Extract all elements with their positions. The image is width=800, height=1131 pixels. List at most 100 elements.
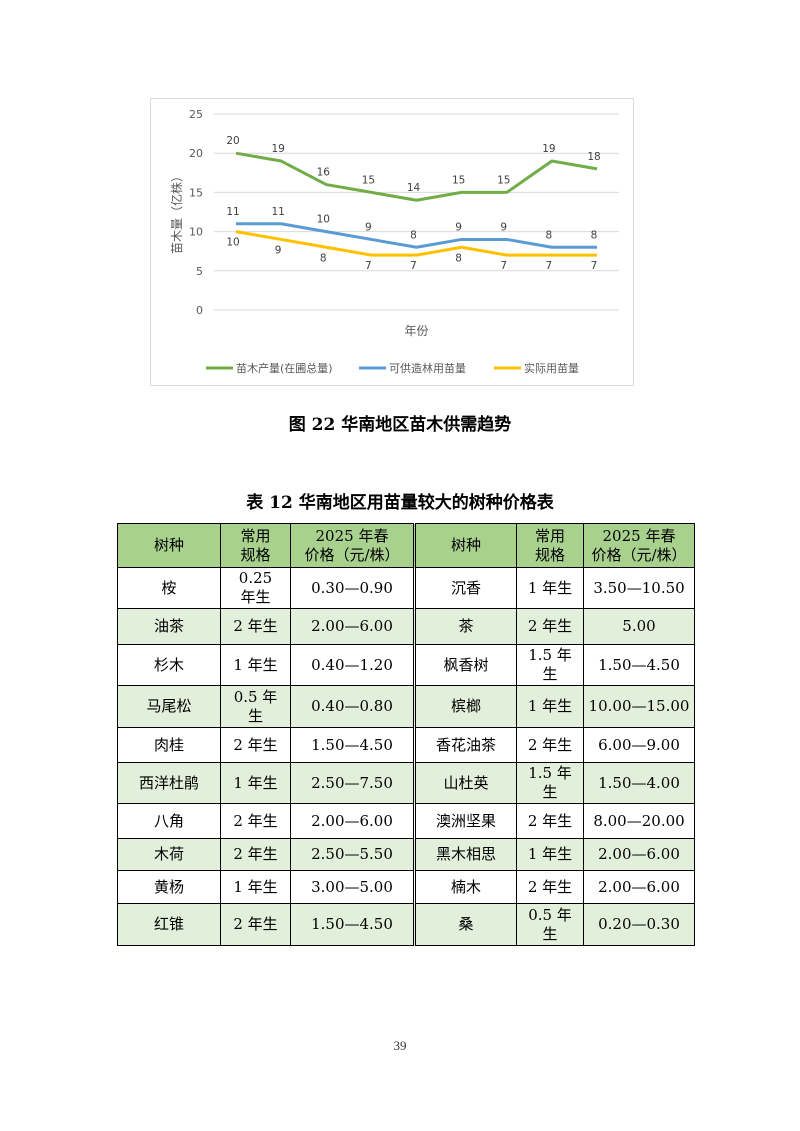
legend-label: 实际用苗量 bbox=[524, 361, 579, 375]
y-tick-label: 5 bbox=[196, 265, 203, 278]
table-cell: 10.00—15.00 bbox=[583, 685, 695, 728]
table-row: 杉木 1 年生 0.40—1.20 枫香树 1.5 年生 1.50—4.50 bbox=[117, 644, 695, 686]
column-header: 2025 年春 价格（元/株） bbox=[583, 523, 695, 568]
data-label: 8 bbox=[591, 229, 598, 241]
data-label: 8 bbox=[455, 252, 462, 264]
data-label: 11 bbox=[271, 206, 284, 218]
table-cell: 2 年生 bbox=[220, 903, 291, 946]
table-cell: 桑 bbox=[414, 903, 517, 946]
table-cell: 西洋杜鹃 bbox=[117, 762, 221, 804]
table-cell: 2 年生 bbox=[516, 870, 584, 904]
data-label: 7 bbox=[365, 260, 372, 272]
data-label: 14 bbox=[407, 182, 421, 194]
data-label: 20 bbox=[226, 135, 239, 147]
data-label: 7 bbox=[591, 260, 598, 272]
data-label: 19 bbox=[542, 143, 555, 155]
price-table: 树种 常用 规格 2025 年春 价格（元/株） 树种 常用 规格 2025 年春 价格（元/株）… bbox=[117, 523, 695, 946]
table-cell: 2.00—6.00 bbox=[290, 803, 416, 839]
table-cell: 1 年生 bbox=[516, 838, 584, 871]
table-cell: 八角 bbox=[117, 803, 221, 839]
data-label: 15 bbox=[452, 174, 465, 186]
data-label: 10 bbox=[317, 214, 330, 226]
table-cell: 2.00—6.00 bbox=[290, 608, 416, 645]
data-label: 10 bbox=[226, 237, 239, 249]
y-axis-label: 苗木量（亿株） bbox=[169, 170, 184, 254]
y-tick-label: 20 bbox=[189, 147, 203, 160]
data-label: 7 bbox=[500, 260, 507, 272]
table-cell: 澳洲坚果 bbox=[414, 803, 517, 839]
series-line-2 bbox=[236, 222, 597, 249]
table-cell: 1.5 年生 bbox=[516, 762, 584, 804]
chart-canvas: 0 5 10 15 20 25 苗木量（亿株） 年份 20 19 16 15 14 15 15 19 18 11 1… bbox=[169, 108, 619, 375]
series-line-3 bbox=[235, 230, 597, 257]
data-label: 18 bbox=[587, 151, 600, 163]
table-cell: 1 年生 bbox=[220, 644, 291, 686]
y-tick-label: 10 bbox=[189, 226, 203, 239]
table-row: 桉 0.25 年生 0.30—0.90 沉香 1 年生 3.50—10.50 bbox=[117, 567, 695, 609]
table-cell: 黑木相思 bbox=[414, 838, 517, 871]
table-cell: 2 年生 bbox=[516, 803, 584, 839]
y-tick-label: 25 bbox=[189, 108, 203, 121]
table-cell: 沉香 bbox=[414, 567, 517, 609]
data-label: 9 bbox=[500, 221, 507, 233]
table-cell: 2 年生 bbox=[220, 838, 291, 871]
x-axis-label: 年份 bbox=[404, 324, 428, 338]
table-cell: 楠木 bbox=[414, 870, 517, 904]
data-label: 9 bbox=[275, 244, 282, 256]
table-row: 油茶 2 年生 2.00—6.00 茶 2 年生 5.00 bbox=[117, 608, 695, 645]
table-cell: 1 年生 bbox=[516, 567, 584, 609]
figure-caption: 图 22 华南地区苗木供需趋势 bbox=[288, 415, 512, 435]
supply-demand-chart: 0 5 10 15 20 25 苗木量（亿株） 年份 20 19 16 15 14 15 15 19 18 11 1… bbox=[150, 98, 634, 386]
y-tick-label: 15 bbox=[189, 186, 203, 199]
table-cell: 1 年生 bbox=[220, 870, 291, 904]
table-cell: 马尾松 bbox=[117, 685, 221, 728]
table-cell: 2.50—7.50 bbox=[290, 762, 416, 804]
table-cell: 6.00—9.00 bbox=[583, 727, 695, 763]
table-caption: 表 12 华南地区用苗量较大的树种价格表 bbox=[246, 493, 554, 513]
table-cell: 0.40—1.20 bbox=[290, 644, 416, 686]
column-header: 2025 年春 价格（元/株） bbox=[290, 523, 416, 568]
table-cell: 1.50—4.00 bbox=[583, 762, 695, 804]
y-tick-label: 0 bbox=[196, 304, 203, 317]
column-header: 树种 bbox=[117, 523, 221, 568]
table-cell: 黄杨 bbox=[117, 870, 221, 904]
table-cell: 2 年生 bbox=[220, 608, 291, 645]
table-row: 红锥 2 年生 1.50—4.50 桑 0.5 年生 0.20—0.30 bbox=[117, 903, 695, 946]
data-label: 11 bbox=[226, 206, 239, 218]
data-label: 8 bbox=[410, 229, 417, 241]
table-cell: 2 年生 bbox=[220, 727, 291, 763]
data-label: 9 bbox=[365, 221, 372, 233]
table-row: 马尾松 0.5 年生 0.40—0.80 槟榔 1 年生 10.00—15.00 bbox=[117, 685, 695, 728]
data-label: 16 bbox=[317, 167, 331, 179]
table-cell: 1.50—4.50 bbox=[583, 644, 695, 686]
table-row: 黄杨 1 年生 3.00—5.00 楠木 2 年生 2.00—6.00 bbox=[117, 870, 695, 904]
table-cell: 槟榔 bbox=[414, 685, 517, 728]
table-cell: 1 年生 bbox=[220, 762, 291, 804]
table-row: 肉桂 2 年生 1.50—4.50 香花油茶 2 年生 6.00—9.00 bbox=[117, 727, 695, 763]
table-cell: 1.5 年生 bbox=[516, 644, 584, 686]
table-cell: 2 年生 bbox=[516, 727, 584, 763]
table-cell: 0.20—0.30 bbox=[583, 903, 695, 946]
table-cell: 1.50—4.50 bbox=[290, 727, 416, 763]
table-cell: 5.00 bbox=[583, 608, 695, 645]
table-cell: 3.00—5.00 bbox=[290, 870, 416, 904]
table-cell: 0.5 年生 bbox=[220, 685, 291, 728]
table-cell: 0.5 年生 bbox=[516, 903, 584, 946]
data-label: 15 bbox=[497, 174, 510, 186]
data-label: 15 bbox=[362, 174, 375, 186]
table-cell: 1 年生 bbox=[516, 685, 584, 728]
table-cell: 0.30—0.90 bbox=[290, 567, 416, 609]
column-header: 树种 bbox=[414, 523, 517, 568]
data-label: 7 bbox=[546, 260, 553, 272]
table-cell: 木荷 bbox=[117, 838, 221, 871]
table-cell: 2.00—6.00 bbox=[583, 870, 695, 904]
table-header-row: 树种 常用 规格 2025 年春 价格（元/株） 树种 常用 规格 2025 年春 价格（元/株） bbox=[117, 523, 695, 568]
column-header: 常用 规格 bbox=[516, 523, 584, 568]
table-cell: 油茶 bbox=[117, 608, 221, 645]
table-row: 八角 2 年生 2.00—6.00 澳洲坚果 2 年生 8.00—20.00 bbox=[117, 803, 695, 839]
table-cell: 枫香树 bbox=[414, 644, 517, 686]
legend-label: 可供造林用苗量 bbox=[389, 361, 466, 375]
table-row: 西洋杜鹃 1 年生 2.50—7.50 山杜英 1.5 年生 1.50—4.00 bbox=[117, 762, 695, 804]
legend-label: 苗木产量(在圃总量) bbox=[236, 361, 333, 375]
data-label: 8 bbox=[546, 229, 553, 241]
